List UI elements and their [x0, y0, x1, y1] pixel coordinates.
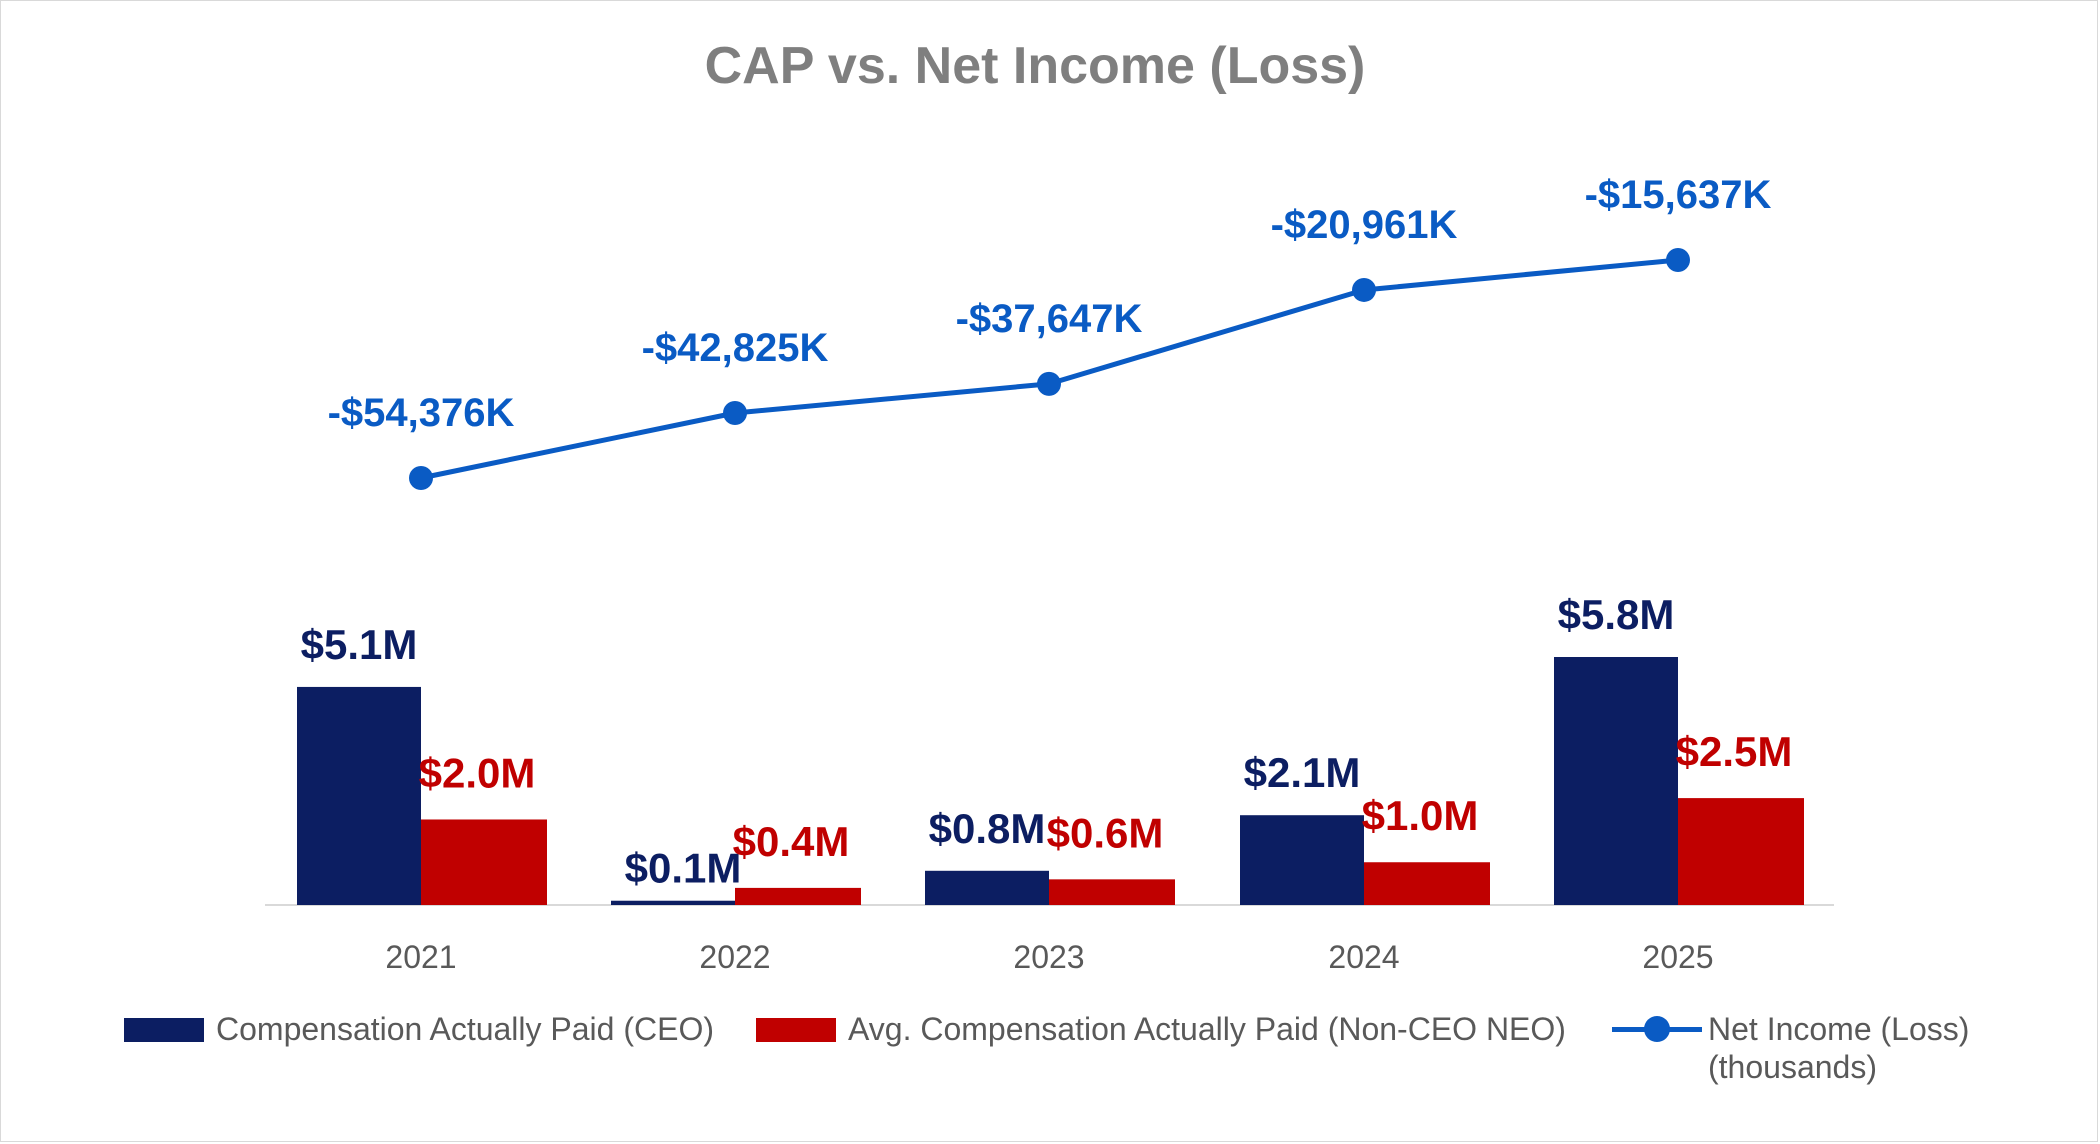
data-label-ceo-2021: $5.1M	[301, 621, 418, 668]
legend-label-net-income: Net Income (Loss) (thousands)	[1708, 1010, 1969, 1086]
data-label-net-income-2024: -$20,961K	[1271, 203, 1458, 247]
legend-label-ceo: Compensation Actually Paid (CEO)	[216, 1011, 714, 1047]
x-tick-label-2021: 2021	[385, 939, 456, 975]
data-label-ceo-2025: $5.8M	[1558, 591, 1675, 638]
bar-ceo-2025	[1554, 657, 1678, 905]
bar-neo-2022	[735, 887, 861, 905]
data-label-net-income-2025: -$15,637K	[1585, 173, 1772, 217]
data-label-neo-2024: $1.0M	[1362, 792, 1479, 839]
legend-line-marker	[1612, 1010, 1702, 1048]
net-income-line	[420, 257, 1679, 481]
net-income-point-2021	[409, 466, 433, 490]
bar-neo-2024	[1364, 862, 1490, 905]
net-income-point-2024	[1352, 277, 1376, 302]
x-tick-label-2024: 2024	[1328, 939, 1399, 975]
data-label-neo-2022: $0.4M	[733, 818, 850, 865]
bar-ceo-2023	[925, 870, 1049, 905]
data-label-net-income-2023: -$37,647K	[956, 297, 1143, 341]
data-label-ceo-2024: $2.1M	[1244, 749, 1361, 796]
legend-swatch-neo	[756, 1018, 836, 1042]
legend-label-net-income-line1: Net Income (Loss)	[1708, 1011, 1970, 1047]
net-income-point-2025	[1666, 248, 1690, 272]
data-label-neo-2025: $2.5M	[1676, 728, 1793, 775]
data-label-neo-2021: $2.0M	[419, 749, 536, 796]
x-tick-label-2025: 2025	[1642, 939, 1713, 975]
legend-label-neo: Avg. Compensation Actually Paid (Non-CEO…	[848, 1011, 1566, 1047]
data-label-ceo-2023: $0.8M	[929, 805, 1046, 852]
bar-neo-2023	[1049, 879, 1175, 905]
legend-item-neo: Avg. Compensation Actually Paid (Non-CEO…	[756, 1010, 1566, 1048]
legend-item-ceo: Compensation Actually Paid (CEO)	[124, 1010, 714, 1048]
bar-ceo-2022	[611, 900, 735, 905]
x-tick-label-2022: 2022	[699, 939, 770, 975]
bar-neo-2025	[1678, 798, 1804, 905]
net-income-point-2022	[723, 400, 747, 425]
legend-swatch-ceo	[124, 1018, 204, 1042]
legend-label-net-income-line2: (thousands)	[1708, 1049, 1877, 1085]
chart-legend: Compensation Actually Paid (CEO) Avg. Co…	[124, 1010, 2024, 1120]
net-income-point-2023	[1037, 371, 1061, 396]
legend-item-net-income: Net Income (Loss) (thousands)	[1612, 1010, 1969, 1086]
data-label-neo-2023: $0.6M	[1047, 809, 1164, 856]
bar-ceo-2024	[1240, 815, 1364, 905]
data-label-ceo-2022: $0.1M	[625, 845, 742, 892]
data-label-net-income-2021: -$54,376K	[328, 391, 515, 435]
x-tick-label-2023: 2023	[1013, 939, 1084, 975]
chart-title: CAP vs. Net Income (Loss)	[704, 37, 1366, 95]
bar-neo-2021	[421, 819, 547, 905]
bar-ceo-2021	[297, 686, 421, 905]
data-label-net-income-2022: -$42,825K	[642, 326, 829, 370]
